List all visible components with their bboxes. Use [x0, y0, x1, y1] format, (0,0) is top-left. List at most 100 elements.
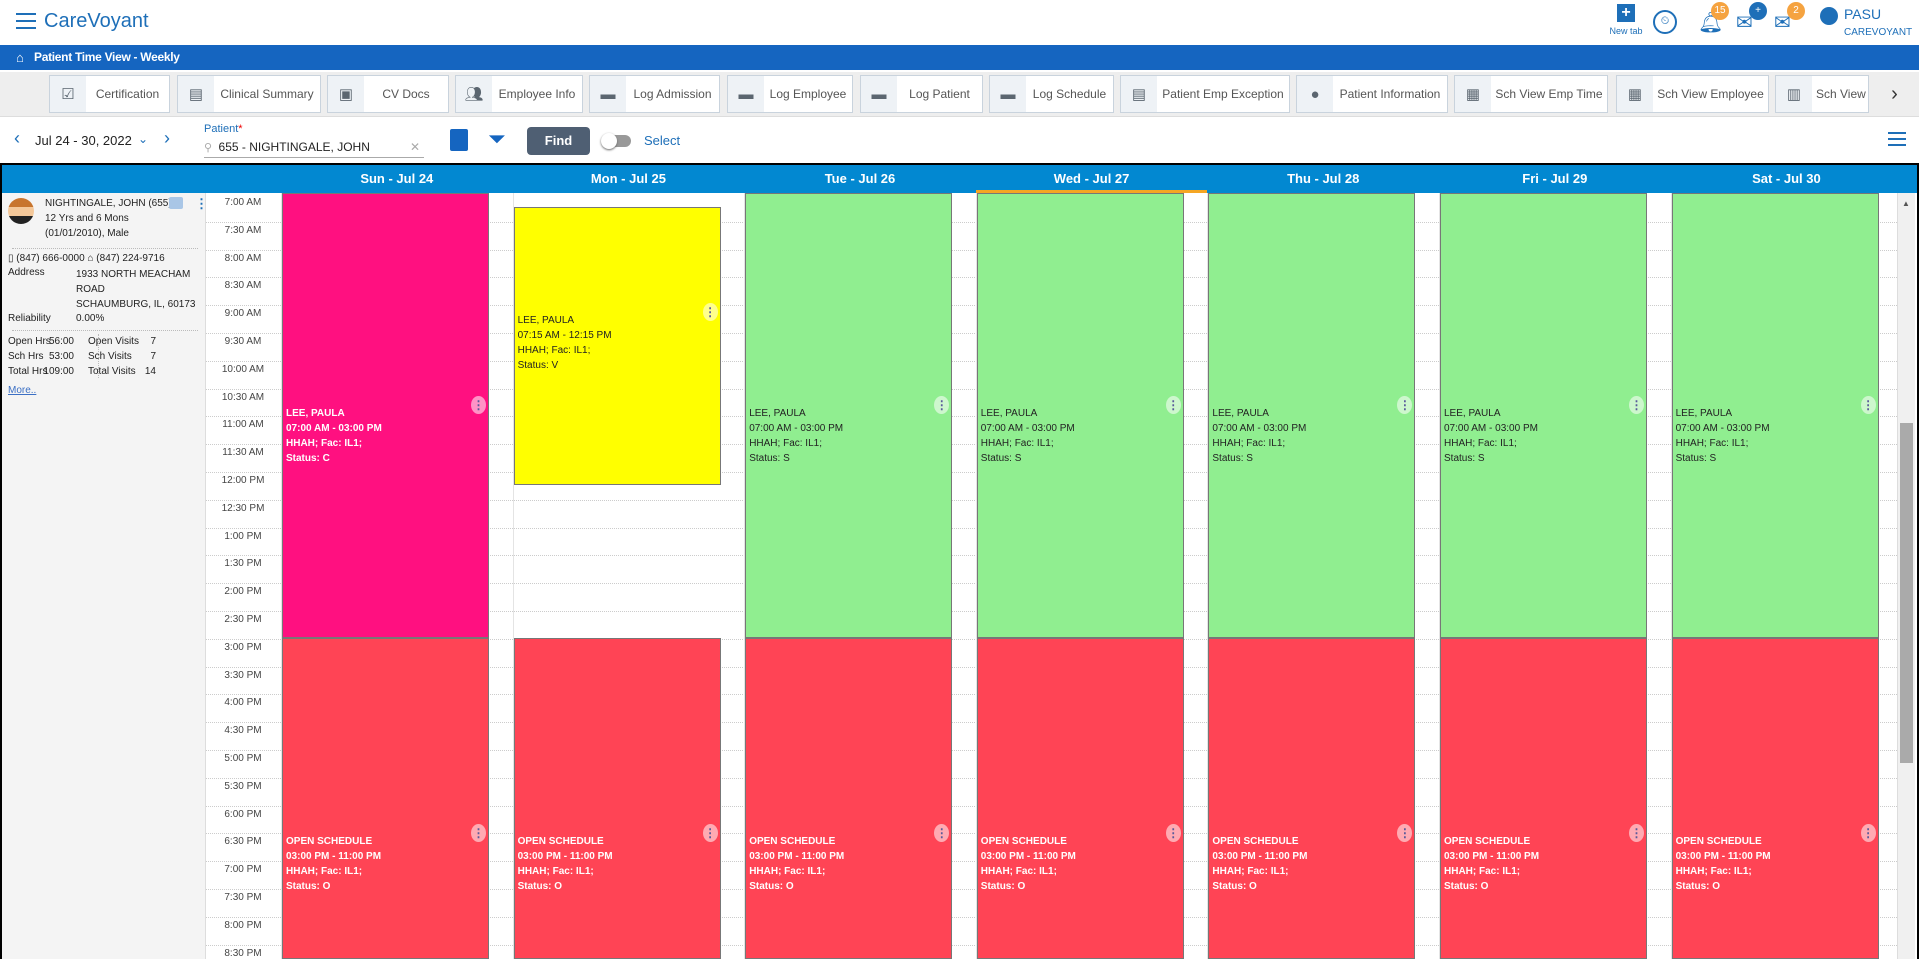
event-line: LEE, PAULA	[1675, 408, 1733, 420]
schedule-event[interactable]: LEE, PAULA 07:15 AM - 12:15 PM HHAH; Fac: …	[513, 206, 721, 485]
book-icon[interactable]	[450, 129, 468, 151]
quick-tab[interactable]: ▬ Log Schedule	[989, 75, 1114, 113]
mail-icon[interactable]: ✉︎ 2	[1774, 2, 1805, 35]
bell-icon[interactable]: 🔔︎ 15	[1698, 2, 1729, 35]
home-icon[interactable]: ⌂	[16, 50, 24, 65]
find-button[interactable]: Find	[527, 127, 590, 155]
schedule-event[interactable]: OPEN SCHEDULE 03:00 PM - 11:00 PM HHAH; Fa…	[745, 637, 953, 959]
date-range[interactable]: Jul 24 - 30, 2022	[35, 133, 132, 148]
quick-tab-label: Certification	[95, 87, 160, 101]
quick-tab[interactable]: ▬ Log Admission	[589, 75, 720, 113]
day-header[interactable]: Fri - Jul 29	[1522, 171, 1588, 186]
clear-icon[interactable]: ✕	[409, 140, 420, 154]
user-avatar-icon[interactable]	[1820, 7, 1838, 25]
schedule-event[interactable]: OPEN SCHEDULE 03:00 PM - 11:00 PM HHAH; Fa…	[282, 637, 489, 959]
more-options-icon[interactable]: ⋮	[195, 196, 208, 211]
mobile-icon: ▯	[8, 253, 14, 264]
select-toggle[interactable]	[601, 133, 631, 149]
new-tab-label: New tab	[1609, 26, 1643, 36]
time-label: 6:30 PM	[224, 836, 262, 848]
schedule-event[interactable]: LEE, PAULA 07:00 AM - 03:00 PM HHAH; Fac: …	[976, 193, 1184, 638]
event-line: 07:00 AM - 03:00 PM	[980, 423, 1075, 435]
event-more-icon[interactable]: ⋮	[1397, 396, 1413, 415]
day-header[interactable]: Sat - Jul 30	[1752, 171, 1821, 186]
event-more-icon[interactable]: ⋮	[1165, 396, 1181, 415]
schedule-event[interactable]: OPEN SCHEDULE 03:00 PM - 11:00 PM HHAH; Fa…	[976, 637, 1184, 959]
calendar-header: Sun - Jul 24 Mon - Jul 25 Tue - Jul 26 Wed …	[2, 165, 1917, 193]
schedule-event[interactable]: LEE, PAULA 07:00 AM - 03:00 PM HHAH; Fac: …	[282, 193, 489, 638]
schedule-event[interactable]: LEE, PAULA 07:00 AM - 03:00 PM HHAH; Fac: …	[1208, 193, 1416, 638]
time-label: 7:30 AM	[224, 224, 262, 236]
event-more-icon[interactable]: ⋮	[1165, 823, 1181, 842]
event-line: 03:00 PM - 11:00 PM	[749, 850, 845, 862]
user-org: CAREVOYANT	[1844, 27, 1913, 38]
user-name[interactable]: PASU	[1844, 6, 1882, 22]
filter-icon[interactable]: ⏷	[488, 126, 506, 151]
schedule-event[interactable]: OPEN SCHEDULE 03:00 PM - 11:00 PM HHAH; Fa…	[513, 637, 721, 959]
quick-tab[interactable]: ▤ Clinical Summary	[177, 75, 321, 113]
event-more-icon[interactable]: ⋮	[702, 823, 718, 842]
event-line: LEE, PAULA	[1444, 408, 1501, 420]
quick-tab[interactable]: ▦ Sch View Emp Time	[1454, 75, 1608, 113]
app-logo[interactable]: CareVoyant	[44, 10, 149, 32]
event-more-icon[interactable]: ⋮	[1629, 823, 1644, 842]
schedule-event[interactable]: OPEN SCHEDULE 03:00 PM - 11:00 PM HHAH; Fa…	[1440, 637, 1647, 959]
schedule-event[interactable]: OPEN SCHEDULE 03:00 PM - 11:00 PM HHAH; Fa…	[1671, 637, 1879, 959]
event-more-icon[interactable]: ⋮	[471, 396, 486, 415]
next-week-icon[interactable]: ›	[164, 128, 170, 148]
home-phone-icon: ⌂	[87, 253, 94, 264]
event-more-icon[interactable]: ⋮	[1629, 396, 1644, 415]
schedule-event[interactable]: LEE, PAULA 07:00 AM - 03:00 PM HHAH; Fac: …	[745, 193, 953, 638]
list-menu-icon[interactable]	[1888, 132, 1906, 146]
day-header[interactable]: Wed - Jul 27	[975, 165, 1208, 193]
event-line: OPEN SCHEDULE	[980, 835, 1067, 847]
event-more-icon[interactable]: ⋮	[1860, 823, 1876, 842]
chevron-right-icon[interactable]: ›	[1891, 83, 1898, 105]
quick-tab[interactable]: ▦ Sch View Employee	[1616, 75, 1769, 113]
quick-tab-label: Employee Info	[498, 87, 576, 101]
event-line: Status: S	[1675, 453, 1717, 465]
event-more-icon[interactable]: ⋮	[471, 823, 486, 842]
quick-tab[interactable]: ▬ Log Patient	[860, 75, 983, 113]
quick-tab-label: CV Docs	[382, 87, 430, 101]
clock-icon[interactable]: ⏲	[1653, 10, 1677, 34]
schedule-event[interactable]: OPEN SCHEDULE 03:00 PM - 11:00 PM HHAH; Fa…	[1208, 637, 1416, 959]
compose-mail-icon[interactable]: ✉︎ +	[1736, 2, 1767, 35]
vertical-scrollbar[interactable]: ▲	[1897, 193, 1915, 959]
quick-tab[interactable]: 👥︎ Employee Info	[455, 75, 583, 113]
event-more-icon[interactable]: ⋮	[934, 823, 950, 842]
more-link[interactable]: More..	[8, 385, 37, 396]
chevron-down-icon[interactable]: ⌄	[138, 132, 149, 146]
day-header[interactable]: Thu - Jul 28	[1287, 171, 1360, 186]
quick-tab[interactable]: ▤ Patient Emp Exception	[1120, 75, 1290, 113]
hamburger-menu-icon[interactable]	[16, 13, 36, 29]
event-line: Status: O	[749, 880, 794, 892]
patient-input[interactable]: ⚲ 655 - NIGHTINGALE, JOHN ✕	[204, 138, 424, 158]
address-line: 1933 NORTH MEACHAM	[76, 269, 191, 280]
day-header[interactable]: Mon - Jul 25	[590, 171, 666, 186]
event-more-icon[interactable]: ⋮	[1397, 823, 1413, 842]
event-more-icon[interactable]: ⋮	[702, 302, 718, 321]
quick-tab[interactable]: ☑ Certification	[49, 75, 170, 113]
document-image-icon: ▣	[328, 76, 364, 112]
event-line: HHAH; Fac: IL1;	[1675, 865, 1752, 877]
day-header[interactable]: Sun - Jul 24	[360, 171, 434, 186]
quick-tab[interactable]: ▣ CV Docs	[327, 75, 449, 113]
event-line: LEE, PAULA	[286, 408, 345, 420]
plus-icon: +	[1617, 4, 1635, 22]
event-line: OPEN SCHEDULE	[286, 835, 373, 847]
people-icon: 👥︎	[456, 76, 492, 112]
schedule-event[interactable]: LEE, PAULA 07:00 AM - 03:00 PM HHAH; Fac: …	[1671, 193, 1879, 638]
patient-folder-icon[interactable]	[169, 197, 183, 209]
new-tab-button[interactable]: + New tab	[1604, 4, 1648, 36]
event-more-icon[interactable]: ⋮	[1860, 396, 1876, 415]
schedule-event[interactable]: LEE, PAULA 07:00 AM - 03:00 PM HHAH; Fac: …	[1440, 193, 1647, 638]
event-more-icon[interactable]: ⋮	[934, 396, 950, 415]
prev-week-icon[interactable]: ‹	[14, 128, 20, 148]
day-header[interactable]: Tue - Jul 26	[824, 171, 896, 186]
patient-name: NIGHTINGALE, JOHN (655)	[45, 198, 172, 209]
quick-tab[interactable]: ▬ Log Employee	[727, 75, 853, 113]
event-line: 03:00 PM - 11:00 PM	[1675, 850, 1771, 862]
quick-tab[interactable]: ▥ Sch View	[1775, 75, 1869, 113]
quick-tab[interactable]: ● Patient Information	[1296, 75, 1448, 113]
